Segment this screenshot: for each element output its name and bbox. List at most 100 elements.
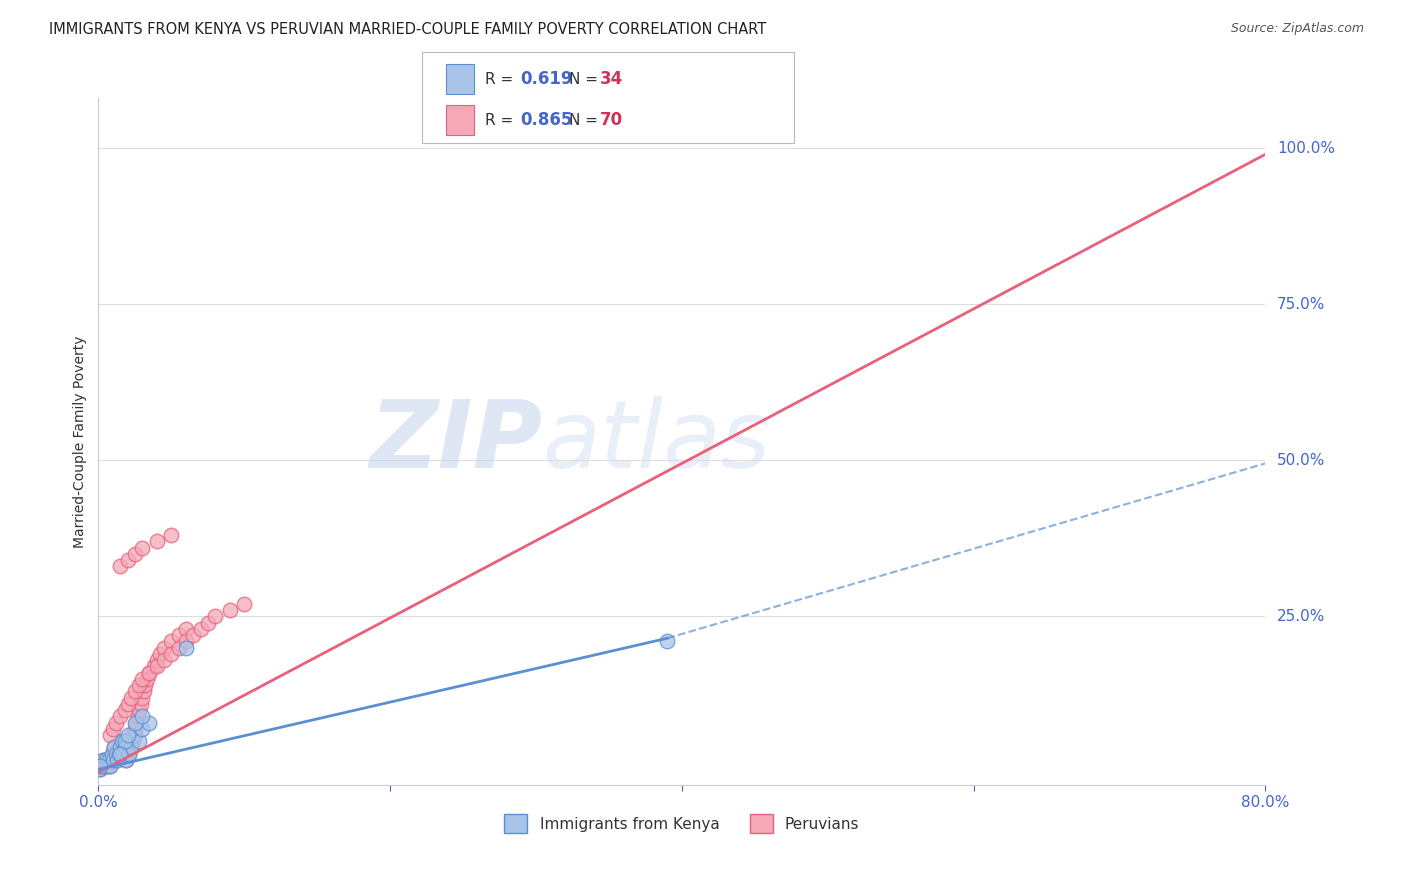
- Point: [146, 659, 169, 673]
- Point: [131, 709, 153, 723]
- Text: 70: 70: [600, 112, 623, 129]
- Point: [125, 715, 148, 730]
- Point: [90, 759, 112, 773]
- Point: [128, 734, 150, 748]
- Point: [233, 597, 256, 611]
- Point: [101, 753, 124, 767]
- Point: [121, 728, 143, 742]
- Point: [98, 759, 121, 773]
- Text: 0.865: 0.865: [520, 112, 572, 129]
- Point: [138, 715, 160, 730]
- Text: atlas: atlas: [541, 396, 770, 487]
- Point: [97, 753, 120, 767]
- Point: [94, 753, 117, 767]
- Point: [124, 684, 146, 698]
- Text: R =: R =: [485, 112, 519, 128]
- Point: [115, 753, 138, 767]
- Point: [94, 753, 117, 767]
- Point: [108, 747, 131, 761]
- Point: [124, 715, 146, 730]
- Text: 34: 34: [600, 70, 624, 88]
- Point: [218, 603, 240, 617]
- Point: [112, 747, 135, 761]
- Text: 100.0%: 100.0%: [1277, 141, 1336, 155]
- Point: [132, 684, 155, 698]
- Point: [89, 762, 111, 776]
- Point: [104, 715, 127, 730]
- Point: [129, 697, 152, 711]
- Point: [110, 747, 132, 761]
- Point: [204, 609, 226, 624]
- Point: [657, 634, 679, 648]
- Point: [160, 634, 183, 648]
- Point: [124, 728, 146, 742]
- Point: [115, 753, 138, 767]
- Point: [103, 740, 125, 755]
- Point: [112, 747, 135, 761]
- Point: [89, 759, 111, 773]
- Point: [91, 753, 114, 767]
- Point: [124, 547, 146, 561]
- Point: [96, 759, 118, 773]
- Point: [146, 534, 169, 549]
- Point: [160, 647, 183, 661]
- Point: [167, 628, 190, 642]
- Point: [160, 528, 183, 542]
- Point: [131, 690, 153, 705]
- Point: [146, 653, 169, 667]
- Text: N =: N =: [569, 112, 603, 128]
- Point: [117, 734, 139, 748]
- Text: N =: N =: [569, 71, 603, 87]
- Text: 25.0%: 25.0%: [1277, 609, 1326, 624]
- Point: [101, 722, 124, 736]
- Point: [118, 747, 141, 761]
- Point: [110, 740, 132, 755]
- Point: [90, 759, 112, 773]
- Point: [174, 622, 197, 636]
- Point: [120, 740, 142, 755]
- Point: [110, 559, 132, 574]
- Point: [114, 703, 136, 717]
- Y-axis label: Married-Couple Family Poverty: Married-Couple Family Poverty: [73, 335, 87, 548]
- Text: 75.0%: 75.0%: [1277, 297, 1326, 311]
- Point: [93, 759, 115, 773]
- Point: [190, 622, 212, 636]
- Point: [117, 734, 139, 748]
- Text: R =: R =: [485, 71, 519, 87]
- Text: Source: ZipAtlas.com: Source: ZipAtlas.com: [1230, 22, 1364, 36]
- Point: [1284, 147, 1306, 161]
- Point: [114, 740, 136, 755]
- Point: [114, 734, 136, 748]
- Text: ZIP: ZIP: [368, 395, 541, 488]
- Text: IMMIGRANTS FROM KENYA VS PERUVIAN MARRIED-COUPLE FAMILY POVERTY CORRELATION CHAR: IMMIGRANTS FROM KENYA VS PERUVIAN MARRIE…: [49, 22, 766, 37]
- Point: [138, 665, 160, 680]
- Point: [100, 747, 122, 761]
- Legend: Immigrants from Kenya, Peruvians: Immigrants from Kenya, Peruvians: [498, 808, 866, 839]
- Point: [174, 640, 197, 655]
- Point: [174, 634, 197, 648]
- Point: [149, 647, 172, 661]
- Point: [104, 747, 127, 761]
- Point: [138, 665, 160, 680]
- Point: [111, 734, 134, 748]
- Point: [120, 740, 142, 755]
- Point: [128, 703, 150, 717]
- Point: [135, 672, 157, 686]
- Point: [98, 759, 121, 773]
- Point: [118, 747, 141, 761]
- Point: [131, 722, 153, 736]
- Point: [127, 709, 149, 723]
- Point: [142, 659, 165, 673]
- Point: [101, 753, 124, 767]
- Text: 50.0%: 50.0%: [1277, 453, 1326, 467]
- Point: [197, 615, 219, 630]
- Point: [108, 747, 131, 761]
- Point: [124, 722, 146, 736]
- Point: [120, 690, 142, 705]
- Point: [111, 734, 134, 748]
- Point: [122, 734, 145, 748]
- Point: [134, 678, 156, 692]
- Point: [153, 653, 176, 667]
- Point: [117, 553, 139, 567]
- Point: [181, 628, 204, 642]
